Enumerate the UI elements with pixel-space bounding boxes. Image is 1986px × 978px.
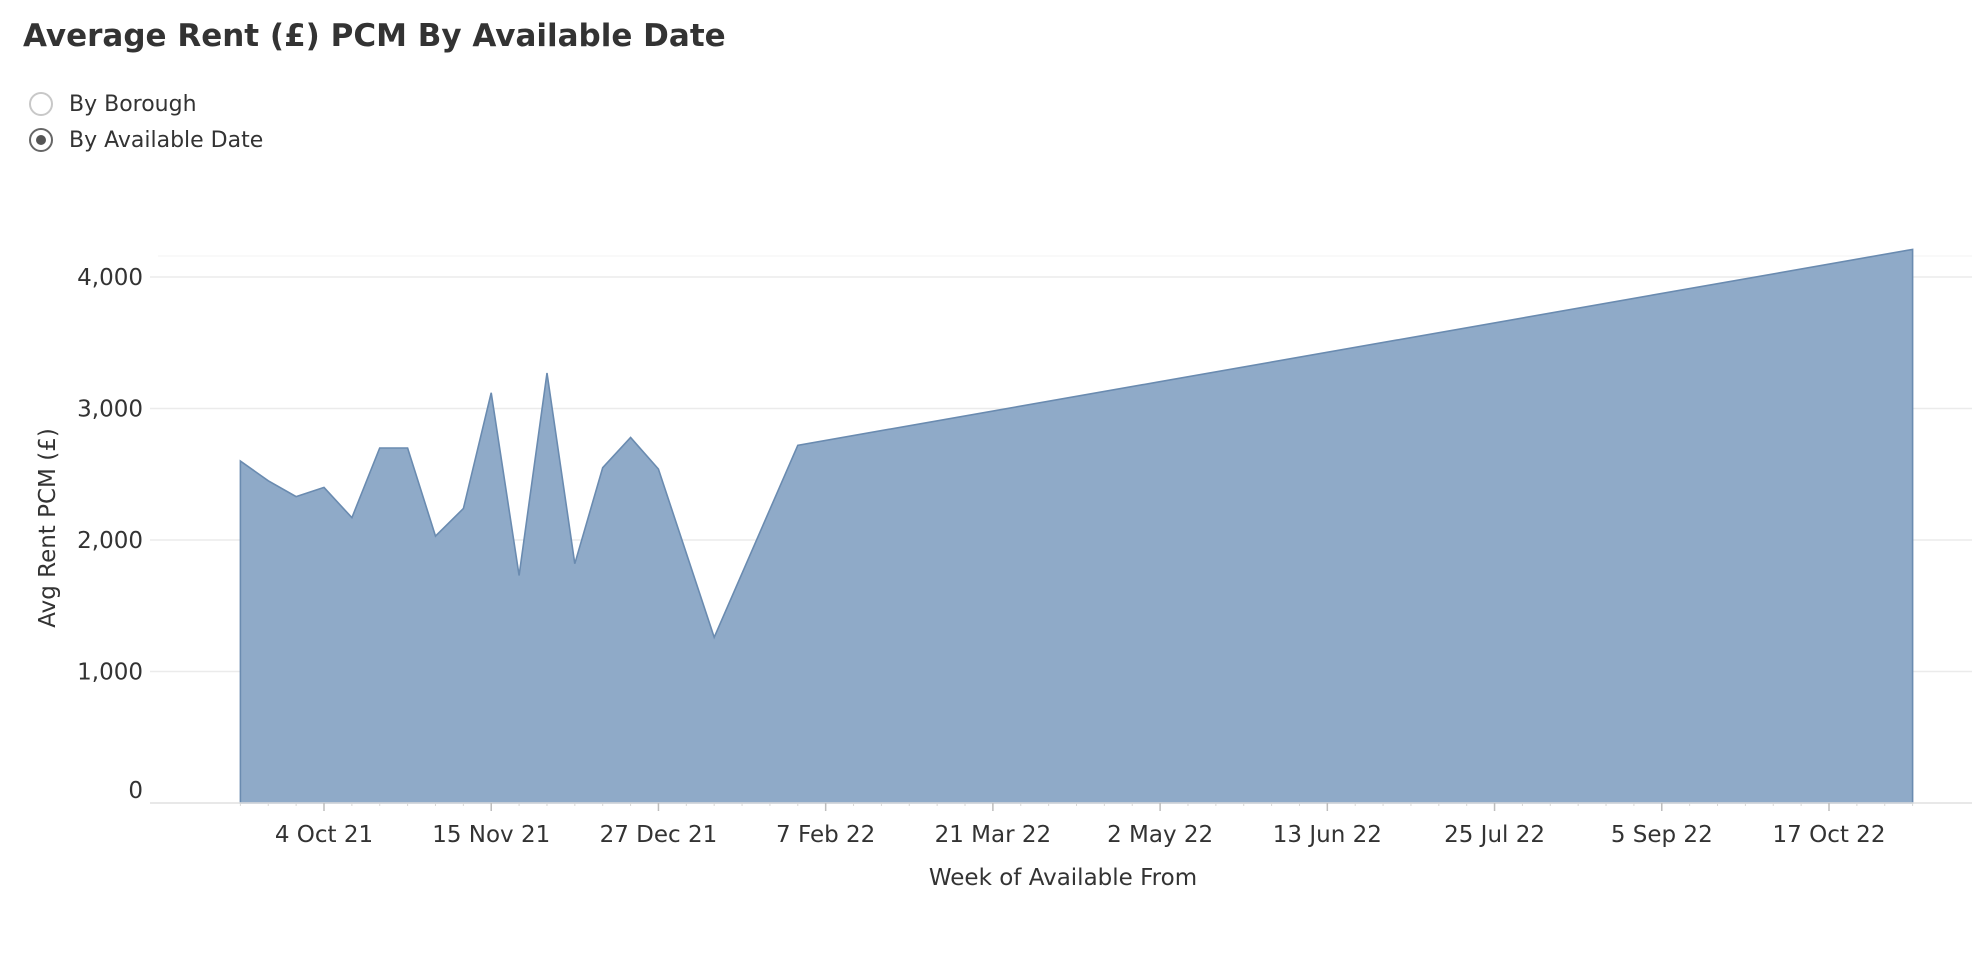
radio-button-checked[interactable]	[29, 128, 53, 152]
x-tick-label: 17 Oct 22	[1773, 822, 1886, 848]
x-tick-label: 15 Nov 21	[432, 822, 550, 848]
x-tick-label: 5 Sep 22	[1611, 822, 1713, 848]
x-axis-title: Week of Available From	[929, 865, 1197, 891]
x-tick-label: 25 Jul 22	[1444, 822, 1545, 848]
area-series	[239, 248, 1914, 804]
y-axis-title: Avg Rent PCM (£)	[35, 428, 61, 628]
radio-label-by-borough: By Borough	[69, 91, 197, 117]
y-axis-ticks: 0 1,000 2,000 3,000 4,000	[77, 265, 143, 804]
x-tick-label: 4 Oct 21	[275, 822, 373, 848]
radio-label-by-available-date: By Available Date	[69, 127, 264, 153]
radio-dot-icon	[36, 135, 46, 145]
y-tick-label: 0	[128, 778, 143, 804]
y-tick-label: 2,000	[77, 528, 143, 554]
y-tick-label: 4,000	[77, 265, 143, 291]
x-tick-label: 27 Dec 21	[600, 822, 718, 848]
radio-button-unchecked[interactable]	[29, 92, 53, 116]
chart-title: Average Rent (£) PCM By Available Date	[23, 18, 726, 54]
y-tick-label: 3,000	[77, 397, 143, 423]
y-tick-label: 1,000	[77, 660, 143, 686]
x-tick-label: 2 May 22	[1107, 822, 1213, 848]
radio-option-by-borough[interactable]: By Borough	[29, 86, 263, 122]
x-tick-label: 21 Mar 22	[935, 822, 1052, 848]
x-tick-label: 7 Feb 22	[776, 822, 875, 848]
x-tick-label: 13 Jun 22	[1273, 822, 1382, 848]
rent-area	[239, 248, 1914, 804]
x-axis-ticks: 4 Oct 21 15 Nov 21 27 Dec 21 7 Feb 22 21 Mar…	[275, 822, 1886, 848]
axes	[150, 802, 1972, 811]
view-selector: By Borough By Available Date	[29, 86, 263, 158]
radio-option-by-available-date[interactable]: By Available Date	[29, 122, 263, 158]
